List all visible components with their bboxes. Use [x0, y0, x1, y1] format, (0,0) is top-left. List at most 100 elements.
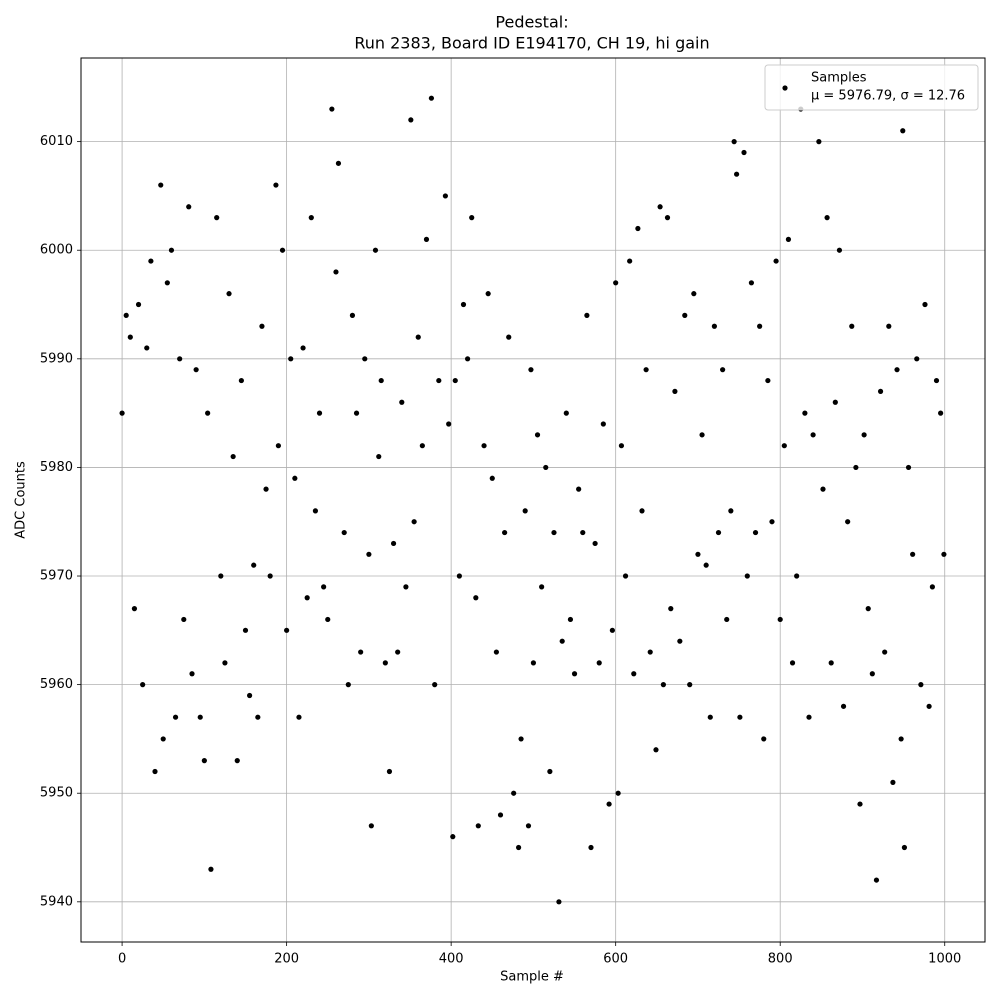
point	[861, 432, 867, 438]
point	[341, 529, 347, 536]
point	[744, 573, 750, 579]
point	[840, 703, 847, 709]
point	[506, 334, 512, 340]
point	[933, 377, 940, 384]
legend-marker	[782, 85, 788, 91]
point	[914, 356, 920, 362]
point	[810, 432, 816, 438]
point	[600, 421, 606, 427]
point	[189, 671, 195, 677]
point	[849, 323, 855, 329]
y-axis-label: ADC Counts	[14, 461, 29, 539]
point	[436, 377, 442, 384]
point	[653, 747, 659, 753]
point	[518, 736, 524, 742]
point	[177, 356, 183, 362]
point	[869, 671, 875, 677]
point	[789, 660, 796, 666]
point	[894, 367, 900, 373]
point	[918, 682, 924, 688]
point	[559, 638, 565, 644]
point	[127, 334, 133, 340]
y-tick-label: 6000	[40, 243, 73, 258]
point	[606, 801, 612, 807]
point	[886, 323, 892, 329]
point	[900, 128, 906, 134]
point	[703, 562, 709, 568]
point	[372, 247, 379, 253]
point	[890, 779, 896, 785]
point	[135, 301, 142, 308]
point	[415, 334, 421, 340]
point	[123, 312, 129, 318]
point	[567, 616, 574, 623]
point	[794, 573, 800, 579]
point	[226, 291, 232, 297]
point	[547, 768, 553, 775]
point	[748, 280, 755, 286]
point	[333, 269, 339, 275]
point	[292, 475, 298, 481]
point	[682, 312, 688, 318]
point	[806, 714, 812, 720]
point	[489, 475, 495, 481]
point	[386, 768, 393, 775]
point	[622, 573, 629, 579]
legend-box	[764, 64, 979, 111]
point	[539, 584, 545, 590]
point	[551, 529, 557, 536]
point	[865, 605, 871, 612]
point	[234, 758, 240, 764]
point	[267, 573, 273, 579]
point	[596, 660, 602, 666]
point	[571, 671, 578, 677]
point	[316, 410, 323, 416]
point	[450, 834, 456, 840]
point	[475, 823, 481, 829]
point	[857, 801, 863, 807]
point	[525, 823, 532, 829]
point	[275, 443, 281, 449]
point	[446, 421, 452, 427]
point	[773, 258, 779, 264]
point	[635, 225, 641, 232]
point	[853, 464, 859, 471]
point	[419, 443, 425, 449]
point	[263, 486, 269, 492]
point	[618, 443, 625, 449]
point	[580, 529, 586, 536]
point	[785, 236, 792, 242]
point	[820, 486, 826, 492]
point	[615, 790, 621, 796]
point	[197, 714, 203, 720]
point	[647, 649, 653, 655]
point	[677, 638, 683, 644]
point	[765, 377, 771, 384]
point	[929, 584, 935, 590]
point	[816, 139, 822, 145]
point	[382, 660, 388, 666]
point	[273, 182, 279, 188]
point	[325, 616, 331, 623]
x-tick-label: 200	[274, 952, 299, 967]
point	[251, 562, 257, 568]
point	[366, 551, 372, 557]
point	[691, 291, 697, 297]
point	[214, 215, 220, 221]
point	[329, 106, 335, 112]
point	[473, 595, 479, 601]
point	[345, 682, 351, 688]
point	[321, 584, 327, 590]
point	[428, 95, 435, 101]
y-tick-label: 5940	[40, 894, 73, 909]
point	[255, 714, 261, 720]
point	[456, 573, 462, 579]
point	[734, 171, 740, 177]
point	[639, 508, 645, 514]
x-tick-label: 1000	[928, 952, 961, 967]
point	[715, 529, 722, 536]
point	[181, 616, 187, 623]
point	[737, 714, 743, 720]
point	[926, 703, 932, 709]
